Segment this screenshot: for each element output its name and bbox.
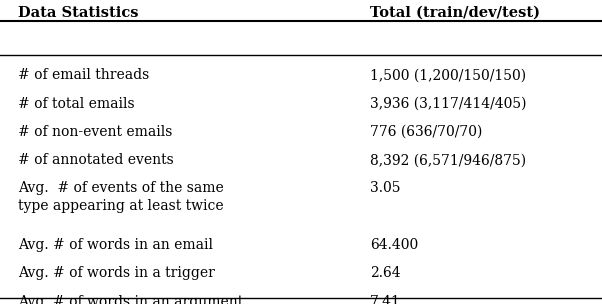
Text: 8,392 (6,571/946/875): 8,392 (6,571/946/875) <box>370 153 526 167</box>
Text: # of email threads: # of email threads <box>18 68 149 82</box>
Text: 3,936 (3,117/414/405): 3,936 (3,117/414/405) <box>370 97 527 111</box>
Text: 64.400: 64.400 <box>370 238 418 252</box>
Text: 776 (636/70/70): 776 (636/70/70) <box>370 125 483 139</box>
Text: Avg. # of words in a trigger: Avg. # of words in a trigger <box>18 266 215 280</box>
Text: Avg. # of words in an email: Avg. # of words in an email <box>18 238 213 252</box>
Text: # of non-event emails: # of non-event emails <box>18 125 172 139</box>
Text: 7.41: 7.41 <box>370 295 401 304</box>
Text: # of total emails: # of total emails <box>18 97 135 111</box>
Text: Total (train/dev/test): Total (train/dev/test) <box>370 6 540 20</box>
Text: # of annotated events: # of annotated events <box>18 153 174 167</box>
Text: Data Statistics: Data Statistics <box>18 6 138 20</box>
Text: 1,500 (1,200/150/150): 1,500 (1,200/150/150) <box>370 68 526 82</box>
Text: Avg. # of words in an argument: Avg. # of words in an argument <box>18 295 243 304</box>
Text: 2.64: 2.64 <box>370 266 401 280</box>
Text: 3.05: 3.05 <box>370 181 401 195</box>
Text: Avg.  # of events of the same
type appearing at least twice: Avg. # of events of the same type appear… <box>18 181 224 213</box>
